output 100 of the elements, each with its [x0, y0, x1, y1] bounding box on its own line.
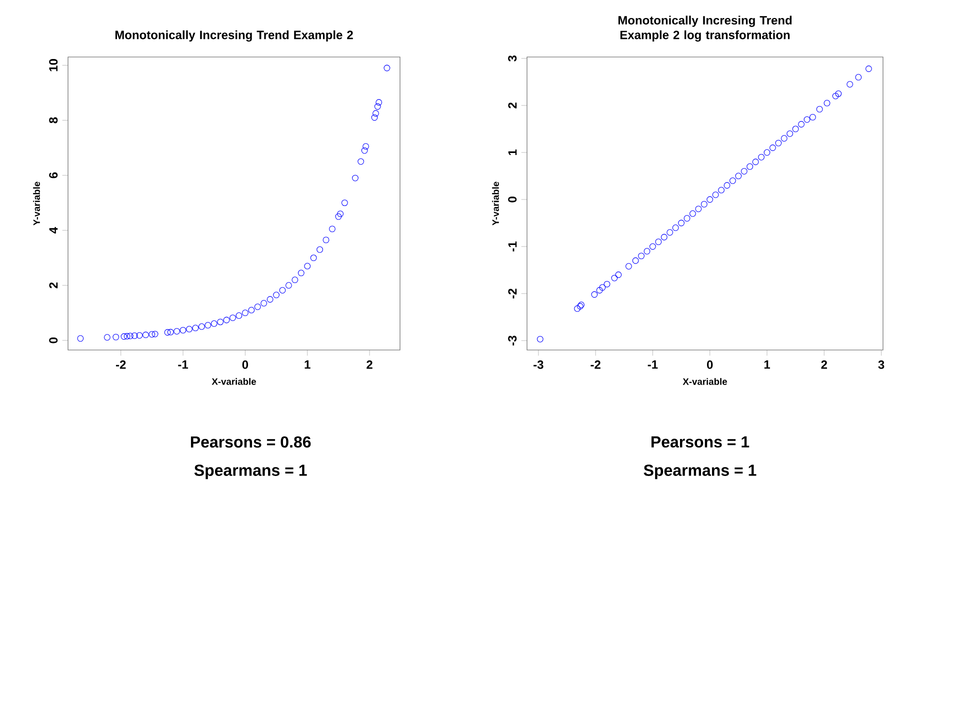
text: Pearsons = 0.86 — [190, 436, 311, 448]
point — [758, 154, 764, 160]
point — [810, 114, 816, 120]
y-tick-label: -3 — [508, 336, 517, 346]
y-tick-label: 2 — [508, 102, 517, 108]
point — [832, 92, 839, 100]
point — [724, 182, 730, 189]
point — [322, 236, 330, 244]
point — [666, 229, 674, 236]
point — [655, 238, 662, 246]
y-axis-title: Y-variable — [492, 182, 499, 226]
x-tick-label: -3 — [534, 360, 544, 369]
point — [740, 168, 748, 174]
point — [142, 332, 149, 338]
point — [855, 74, 862, 80]
point — [786, 130, 794, 137]
point — [131, 332, 138, 339]
y-tick-label: 1 — [508, 149, 517, 156]
point — [352, 174, 358, 182]
y-tick-label: 3 — [508, 56, 517, 62]
point — [611, 274, 618, 282]
x-axis-title: X-variable — [682, 378, 727, 385]
y-tick-label: 0 — [508, 196, 517, 202]
point — [120, 333, 128, 340]
point — [780, 135, 788, 142]
x-tick-label: 0 — [242, 360, 248, 369]
point — [361, 147, 368, 154]
x-axis-title: X-variable — [212, 378, 256, 385]
x-tick-label: -1 — [178, 360, 188, 369]
y-tick-label: 8 — [49, 117, 58, 124]
point — [204, 322, 212, 328]
point — [126, 332, 134, 340]
text: Spearmans = 1 — [644, 464, 756, 480]
point — [242, 310, 248, 316]
point — [599, 284, 606, 291]
point — [690, 210, 696, 217]
point — [329, 226, 336, 232]
point — [804, 116, 810, 123]
point — [626, 263, 632, 270]
point — [730, 177, 736, 184]
point — [591, 291, 598, 298]
point — [292, 276, 298, 284]
point — [574, 305, 580, 312]
point — [371, 114, 378, 121]
point — [198, 323, 205, 330]
point — [148, 331, 156, 338]
point — [273, 292, 280, 298]
point — [376, 99, 382, 106]
point — [536, 336, 544, 342]
point — [632, 257, 639, 264]
point — [846, 81, 854, 88]
point — [764, 149, 770, 156]
point — [341, 200, 348, 206]
point — [180, 326, 186, 334]
point — [304, 262, 311, 270]
x-tick-label: -2 — [116, 360, 126, 369]
point — [210, 320, 218, 327]
y-tick-label: 0 — [49, 338, 58, 344]
point — [835, 90, 842, 97]
point — [358, 158, 364, 165]
point — [792, 126, 799, 132]
point — [77, 335, 84, 342]
y-tick-label: 4 — [49, 227, 58, 234]
text: Pearsons = 1 — [652, 436, 750, 448]
point — [672, 224, 679, 231]
point — [298, 270, 304, 276]
x-tick-label: 1 — [304, 360, 310, 369]
point — [735, 172, 742, 180]
point — [167, 328, 174, 336]
point — [316, 246, 324, 253]
point — [824, 100, 830, 106]
point — [266, 296, 274, 303]
point — [136, 332, 143, 339]
y-tick-label: 2 — [49, 282, 58, 288]
chart-title: Monotonically Incresing Trend Example 2 log transformation — [618, 16, 792, 42]
y-tick-label: -1 — [508, 242, 517, 252]
point — [712, 192, 719, 198]
point — [335, 213, 342, 220]
point — [695, 206, 702, 212]
point — [615, 272, 622, 278]
point — [384, 64, 390, 72]
point — [254, 304, 261, 310]
point — [337, 210, 344, 218]
point — [678, 220, 684, 226]
x-tick-label: -2 — [590, 360, 600, 369]
point — [718, 186, 724, 194]
point — [596, 287, 603, 294]
point — [223, 316, 230, 324]
point — [248, 306, 255, 314]
point — [706, 196, 714, 203]
point — [604, 280, 610, 288]
point — [372, 110, 379, 117]
point — [236, 312, 242, 319]
point — [192, 324, 199, 332]
x-tick-label: 0 — [707, 360, 713, 369]
point — [684, 215, 690, 222]
y-tick-label: -2 — [508, 288, 517, 298]
chart-title: Monotonically Incresing Trend Example 2 — [115, 30, 353, 42]
point — [816, 106, 823, 112]
y-tick-label: 6 — [49, 172, 58, 178]
